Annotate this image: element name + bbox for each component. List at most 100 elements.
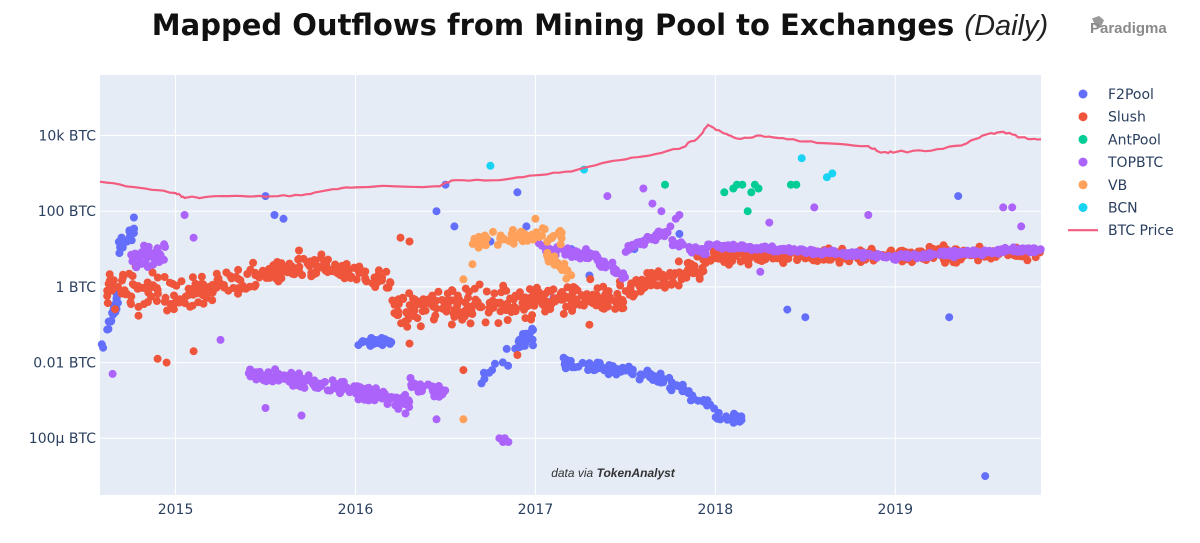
legend-marker — [1078, 203, 1088, 212]
data-point — [475, 303, 484, 312]
data-point — [688, 391, 697, 400]
data-point — [937, 249, 946, 258]
data-point — [250, 282, 259, 291]
data-point — [234, 265, 243, 274]
legend-item-f2pool[interactable]: F2Pool — [1078, 87, 1154, 103]
data-point — [511, 291, 520, 300]
data-point — [237, 284, 246, 293]
data-point — [667, 386, 676, 395]
legend-item-slush[interactable]: Slush — [1078, 110, 1146, 126]
title-main: Mapped Outflows from Mining Pool to Exch… — [151, 8, 955, 42]
data-point — [394, 307, 403, 316]
data-point — [482, 287, 491, 296]
brand-label: Paradigma — [1090, 20, 1167, 37]
data-point — [828, 169, 837, 178]
data-point — [666, 222, 675, 231]
data-point — [114, 283, 122, 291]
data-point — [639, 184, 648, 193]
data-point — [560, 259, 569, 268]
data-point — [407, 380, 416, 389]
data-point — [741, 244, 750, 253]
data-point — [551, 297, 560, 306]
x-tick-label: 2016 — [338, 502, 374, 518]
data-point — [425, 297, 434, 306]
x-tick-label: 2018 — [698, 502, 734, 518]
data-point — [729, 418, 738, 427]
data-point — [169, 305, 178, 314]
data-point — [370, 336, 379, 345]
data-point — [162, 358, 171, 367]
data-point — [324, 265, 333, 274]
data-point — [431, 311, 440, 320]
legend-item-antpool[interactable]: AntPool — [1078, 132, 1161, 148]
scatter-layer — [97, 154, 1045, 481]
data-point — [170, 291, 178, 300]
data-point — [129, 213, 138, 222]
data-point — [153, 273, 162, 282]
data-point — [127, 300, 135, 309]
data-point — [587, 298, 596, 307]
series-antpool — [661, 180, 801, 216]
data-point — [297, 411, 306, 420]
data-point — [398, 393, 407, 402]
data-point — [612, 370, 621, 379]
data-point — [488, 296, 497, 305]
data-point — [515, 336, 524, 345]
data-point — [520, 305, 528, 314]
data-point — [276, 273, 284, 282]
data-point — [556, 240, 565, 249]
data-point — [358, 268, 367, 277]
data-point — [353, 382, 362, 391]
data-point — [484, 308, 493, 317]
legend-item-btc-price[interactable]: BTC Price — [1068, 223, 1174, 239]
data-point — [559, 353, 568, 362]
data-point — [119, 273, 127, 282]
data-point — [720, 188, 729, 197]
data-point — [852, 250, 861, 259]
data-point — [465, 287, 473, 296]
data-point — [654, 272, 663, 281]
data-point — [410, 306, 419, 315]
data-point — [504, 361, 513, 370]
data-point — [567, 248, 576, 257]
data-point — [578, 249, 587, 258]
data-point — [409, 294, 417, 303]
data-point — [293, 375, 302, 384]
data-point — [518, 298, 527, 307]
data-point — [208, 288, 217, 297]
data-point — [372, 393, 381, 402]
data-point — [172, 281, 181, 290]
data-point — [219, 281, 228, 289]
data-point — [688, 266, 696, 275]
data-point — [455, 296, 464, 305]
data-point — [686, 246, 695, 254]
data-point — [657, 207, 666, 216]
legend-item-vb[interactable]: VB — [1078, 178, 1128, 194]
data-point — [1008, 203, 1017, 212]
data-point — [379, 387, 388, 396]
data-point — [567, 292, 576, 301]
legend-marker — [1078, 157, 1088, 167]
data-point — [591, 365, 600, 374]
legend-marker — [1078, 134, 1088, 144]
data-point — [336, 389, 344, 398]
series-topbtc — [108, 184, 1045, 446]
data-point — [574, 362, 583, 371]
data-point — [783, 305, 792, 314]
data-point — [160, 273, 169, 281]
data-point — [1023, 256, 1032, 265]
legend-marker — [1078, 112, 1088, 122]
legend-item-topbtc[interactable]: TOPBTC — [1078, 155, 1164, 171]
data-point — [714, 242, 723, 251]
legend-item-bcn[interactable]: BCN — [1078, 201, 1138, 217]
data-point — [941, 258, 949, 267]
data-point — [585, 320, 594, 329]
data-point — [613, 289, 622, 298]
data-point — [503, 299, 511, 308]
data-point — [387, 393, 396, 401]
data-point — [397, 319, 406, 328]
data-point — [528, 335, 537, 344]
data-point — [497, 288, 506, 297]
data-point — [148, 268, 157, 277]
data-point — [560, 360, 569, 369]
